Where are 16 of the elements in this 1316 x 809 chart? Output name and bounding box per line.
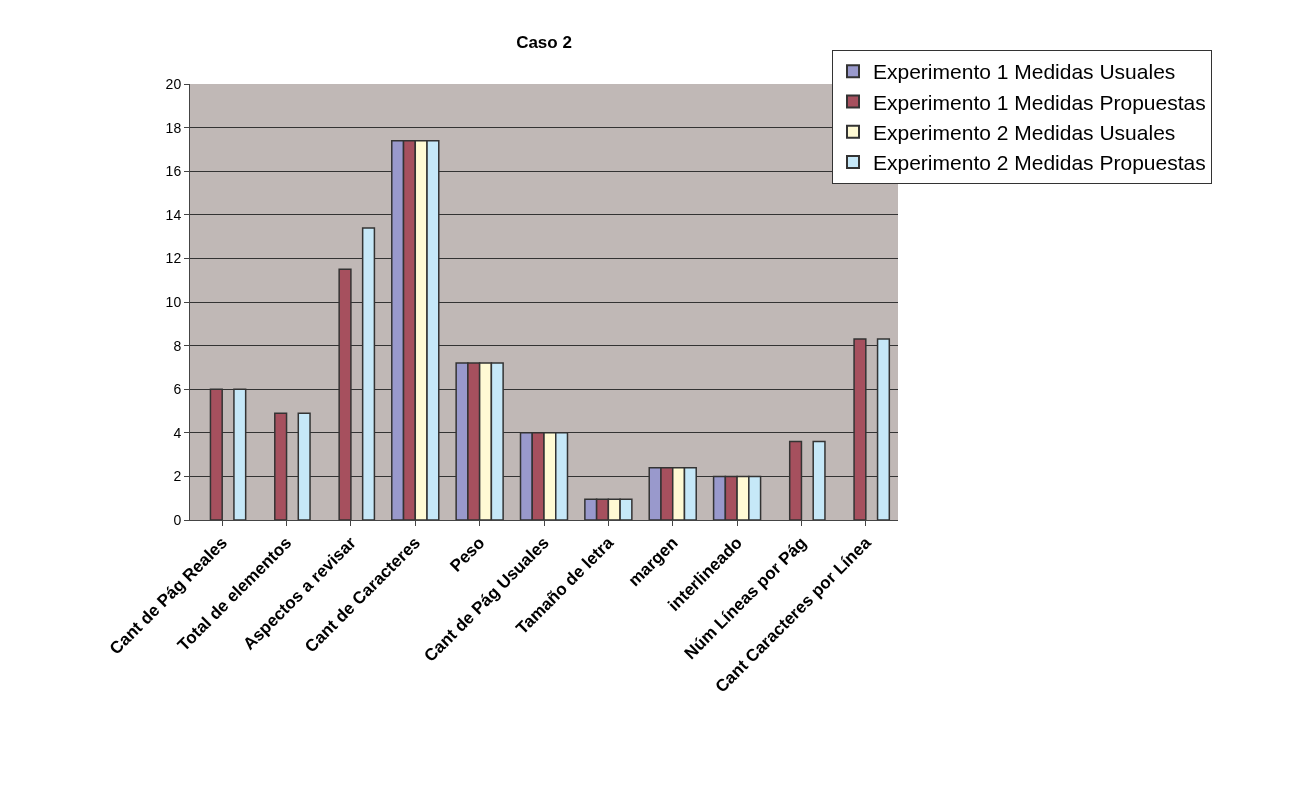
legend-label: Experimento 2 Medidas Propuestas	[873, 151, 1206, 175]
y-tick-label: 4	[173, 424, 182, 441]
y-tick-label: 12	[165, 250, 182, 267]
legend-label: Experimento 2 Medidas Usuales	[873, 120, 1176, 144]
y-tick-label: 8	[173, 337, 182, 354]
y-tick-label: 2	[173, 468, 182, 485]
legend-label: Experimento 1 Medidas Propuestas	[873, 90, 1206, 114]
y-tick-label: 6	[173, 381, 182, 398]
legend-label: Experimento 1 Medidas Usuales	[873, 60, 1176, 84]
y-tick-label: 10	[165, 293, 182, 310]
y-tick-label: 18	[165, 119, 182, 136]
y-tick-label: 20	[165, 75, 182, 92]
chart-title: Caso 2	[516, 32, 572, 52]
y-tick-label: 16	[165, 163, 182, 180]
y-tick-label: 0	[173, 511, 182, 528]
y-tick-label: 14	[165, 206, 182, 223]
